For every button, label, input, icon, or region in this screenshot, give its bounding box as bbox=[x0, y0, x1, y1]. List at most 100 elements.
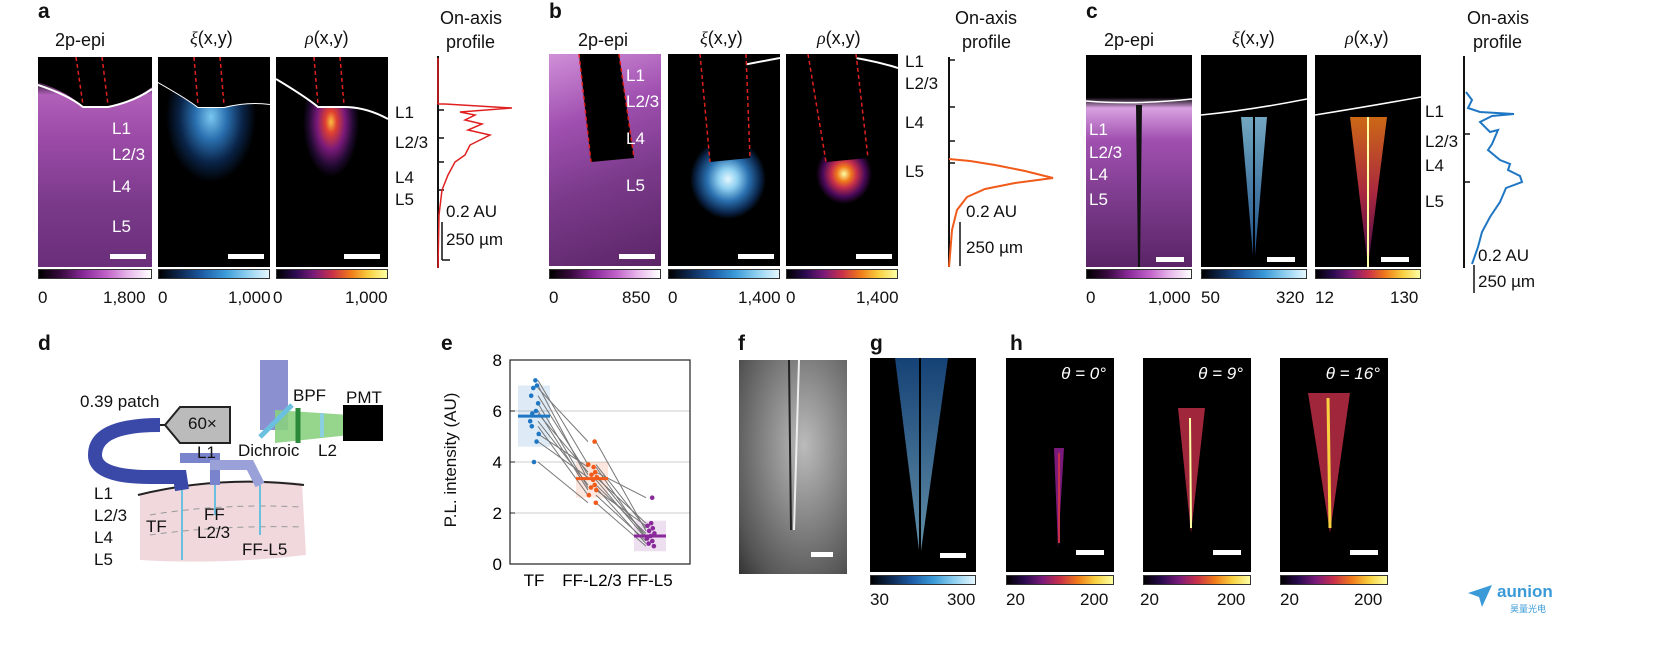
pair-line bbox=[537, 420, 589, 486]
e-ylabel: P.L. intensity (AU) bbox=[441, 392, 460, 528]
profile-title-b-2: profile bbox=[962, 32, 1012, 52]
pair-line bbox=[595, 489, 647, 527]
scale-um-b: 250 µm bbox=[966, 238, 1024, 257]
profile-title-b-1: On-axis bbox=[955, 8, 1018, 28]
data-point bbox=[646, 528, 652, 534]
data-point bbox=[593, 500, 599, 506]
data-point bbox=[531, 459, 537, 465]
panel-label-e: e bbox=[441, 332, 453, 355]
image-2p-epi-b: L1 L2/3 L4 L5 bbox=[549, 54, 661, 266]
label-l1-lens: L1 bbox=[197, 443, 216, 462]
data-point bbox=[533, 408, 539, 414]
prof-layer-l5-b: L5 bbox=[905, 162, 924, 181]
scale-bar bbox=[940, 553, 966, 558]
cbar-tick: 20 bbox=[1140, 590, 1159, 609]
panel-label-h: h bbox=[1010, 332, 1023, 355]
panel-label-a: a bbox=[38, 0, 50, 23]
cbar-tick: 20 bbox=[1280, 590, 1299, 609]
image-h-16: θ = 16° bbox=[1280, 358, 1388, 572]
data-point bbox=[646, 541, 651, 546]
data-point bbox=[592, 439, 597, 444]
data-point bbox=[592, 469, 598, 475]
image-rho-c bbox=[1315, 55, 1421, 267]
prof-layer-l4-b: L4 bbox=[905, 113, 924, 132]
image-rho-a bbox=[276, 57, 388, 267]
title-rho-c: ρ(x,y) bbox=[1345, 28, 1389, 48]
image-xi-a bbox=[158, 57, 270, 267]
colorbar-h-16 bbox=[1280, 575, 1388, 585]
layer-l5-c: L5 bbox=[1089, 190, 1108, 209]
panel-label-b: b bbox=[549, 0, 562, 23]
data-point bbox=[650, 538, 655, 544]
colorbar-xi-a bbox=[158, 269, 270, 279]
d-layer-l1: L1 bbox=[94, 484, 113, 503]
cbar-tick: 300 bbox=[947, 590, 976, 609]
plot-frame bbox=[509, 359, 691, 565]
scale-bar bbox=[619, 254, 655, 259]
colorbar-g bbox=[870, 575, 976, 585]
cbar-tick: 0 bbox=[1086, 288, 1096, 307]
pair-line bbox=[595, 487, 647, 544]
cbar-tick: 200 bbox=[1354, 590, 1383, 609]
cbar-tick: 0 bbox=[158, 288, 168, 307]
data-point bbox=[533, 378, 538, 383]
data-point bbox=[586, 492, 592, 498]
profile-title-c-2: profile bbox=[1473, 32, 1523, 52]
x-tick-label: FF-L5 bbox=[627, 571, 672, 590]
data-point bbox=[536, 431, 541, 437]
label-ff-l23: L2/3 bbox=[197, 523, 231, 542]
title-2p-epi-b: 2p-epi bbox=[578, 30, 629, 50]
scale-um-bracket-b bbox=[959, 222, 961, 266]
cbar-tick: 1,800 bbox=[103, 288, 146, 307]
cbar-tick: 130 bbox=[1390, 288, 1419, 307]
watermark-sub: 昊量光电 bbox=[1510, 604, 1547, 614]
profile-a bbox=[437, 56, 513, 269]
colorbar-h-0 bbox=[1006, 575, 1114, 585]
title-xi-c: ξ(x,y) bbox=[1232, 28, 1275, 48]
scale-um-c: 250 µm bbox=[1478, 272, 1536, 291]
data-point bbox=[529, 424, 535, 429]
image-brightfield-f bbox=[739, 360, 847, 574]
scale-au-a: 0.2 AU bbox=[446, 202, 498, 221]
prof-layer-l4-c: L4 bbox=[1425, 156, 1444, 175]
pair-line bbox=[537, 433, 589, 468]
label-dichroic: Dichroic bbox=[238, 441, 300, 460]
watermark-logo bbox=[1468, 585, 1492, 607]
label-ff-l5: FF-L5 bbox=[242, 540, 288, 559]
prof-layer-l1-b: L1 bbox=[905, 52, 924, 71]
image-2p-epi-c: L1 L2/3 L4 L5 bbox=[1086, 55, 1192, 267]
colorbar-2p-epi-b bbox=[549, 269, 661, 279]
panel-label-g: g bbox=[870, 332, 883, 355]
data-point bbox=[534, 439, 539, 444]
colorbar-rho-b bbox=[786, 269, 898, 279]
prof-layer-l5-a: L5 bbox=[395, 190, 414, 209]
prof-layer-l23-c: L2/3 bbox=[1425, 132, 1459, 151]
angle-label-16: θ = 16° bbox=[1325, 364, 1380, 383]
data-point bbox=[650, 526, 656, 531]
d-layer-l4: L4 bbox=[94, 528, 113, 547]
prof-layer-l23-b: L2/3 bbox=[905, 74, 939, 93]
profile-c bbox=[1463, 56, 1524, 268]
cbar-tick: 1,400 bbox=[856, 288, 899, 307]
scale-bar bbox=[856, 254, 892, 259]
cbar-tick: 850 bbox=[622, 288, 651, 307]
layer-l1-b: L1 bbox=[626, 66, 645, 85]
profile-title-a-1: On-axis bbox=[440, 8, 503, 28]
setup-diagram bbox=[87, 360, 383, 562]
prof-layer-l1-a: L1 bbox=[395, 103, 414, 122]
data-point bbox=[534, 383, 540, 388]
y-tick-label: 0 bbox=[493, 555, 502, 574]
label-objective: 60× bbox=[188, 414, 217, 433]
scale-um-a: 250 µm bbox=[446, 230, 504, 249]
cbar-tick: 12 bbox=[1315, 288, 1334, 307]
panel-label-f: f bbox=[738, 332, 745, 355]
scale-um-bracket-c bbox=[1473, 265, 1475, 293]
cbar-tick: 0 bbox=[668, 288, 678, 307]
pair-line bbox=[537, 385, 589, 481]
cbar-tick: 200 bbox=[1080, 590, 1109, 609]
cbar-tick: 200 bbox=[1217, 590, 1246, 609]
d-layer-l23: L2/3 bbox=[94, 506, 128, 525]
scale-bar bbox=[1350, 550, 1378, 555]
colorbar-h-9 bbox=[1143, 575, 1251, 585]
pair-line bbox=[537, 441, 589, 478]
